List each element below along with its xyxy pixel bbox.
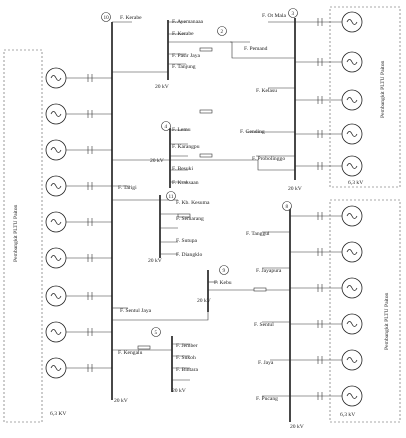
feeder-tarigi: F. Tarigi (118, 185, 137, 191)
svg-text:4: 4 (165, 124, 168, 130)
feeder-sutupa: F. Sutupa (176, 238, 198, 244)
feeder-kerabe: F. Kerabe (120, 15, 142, 21)
node-5: 5 (151, 327, 161, 337)
svg-text:2: 2 (221, 29, 224, 35)
feeder-jaya: F. Jaya (258, 360, 274, 366)
node-4: 4 (161, 121, 171, 131)
feeder-karangpu: F. Karangpu (172, 144, 200, 150)
sub-bus-4-voltage: 20 kV (172, 388, 186, 394)
feeder-kerabe-2: F. Kerabe (172, 31, 194, 37)
left-transformer-marks (87, 74, 93, 372)
right-bottom-region-label: Pembangkit PLTU Paiton (384, 293, 390, 350)
feeder-tanggul: F. Tanggul (246, 231, 270, 237)
feeder-diangklo: F. Diangklo (176, 252, 202, 258)
right-bottom-region-box (329, 199, 401, 423)
line-resistor-4 (253, 287, 267, 292)
feeder-pucang: F. Pucang (256, 396, 278, 402)
right-bottom-gen-voltage: 6,3 kV (340, 412, 355, 418)
right-main-voltage: 20 kV (288, 186, 302, 192)
feeder-ot-mala: F. Ot Mala (262, 13, 286, 19)
svg-text:3: 3 (292, 11, 295, 17)
right-bottom-generators (341, 205, 363, 407)
node-2: 2 (217, 26, 227, 36)
feeder-gending: F. Gending (240, 129, 265, 135)
svg-text:9: 9 (223, 268, 226, 274)
left-generator-links (66, 77, 112, 369)
node-10: 10 (101, 12, 111, 22)
left-generator-column (45, 67, 67, 379)
feeder-pasir-jaya: F. Pasir Jaya (172, 53, 201, 59)
svg-text:8: 8 (286, 204, 289, 210)
svg-text:11: 11 (169, 194, 174, 200)
feeder-tanjung: F. Tanjung (172, 64, 196, 70)
main-to-sub-links (112, 41, 295, 351)
feeder-kb-kesuma: F. Kb. Kesuma (176, 200, 210, 206)
right-bottom-voltage: 20 kV (290, 424, 304, 430)
feeder-lines (112, 21, 295, 397)
line-resistor-6 (177, 213, 191, 218)
feeder-probolinggo: F. Probolinggo (252, 156, 285, 162)
right-top-generators (341, 11, 363, 177)
sub-bus-5-voltage: 20 kV (197, 298, 211, 304)
feeder-kelasu: F. Kelasu (256, 88, 277, 94)
feeder-kengalu: F. Kengalu (118, 350, 143, 356)
feeder-jember: F. Jember (176, 343, 198, 349)
sub-bus-1-voltage: 20 kV (155, 84, 169, 90)
node-8: 8 (282, 201, 292, 211)
line-resistor-3 (199, 153, 213, 158)
svg-text:5: 5 (155, 330, 158, 336)
line-resistor-5 (137, 345, 151, 350)
line-resistor-2 (199, 109, 213, 114)
sub-bus-2-voltage: 20 kV (150, 158, 164, 164)
feeder-bintara: F. Bintara (176, 367, 198, 373)
feeder-ayemanaaa: F. Ayemanaaa (172, 19, 204, 25)
left-bottom-voltage: 20 kV (114, 398, 128, 404)
feeder-pemand: F. Pemand (244, 46, 268, 52)
feeder-lemu: F. Lemu (172, 127, 191, 133)
feeder-jayapura: F. Jayapura (256, 268, 282, 274)
right-top-region-box (329, 6, 401, 188)
feeder-besuki: F. Besuki (172, 166, 193, 172)
feeder-labels: F. Kerabe F. Ayemanaaa F. Kerabe F. Pema… (118, 13, 286, 402)
feeder-sukoh: F. Sukoh (176, 355, 196, 361)
line-resistor-1 (199, 47, 213, 52)
left-region-label: Pembangkit PLTU Paiton (13, 205, 19, 262)
node-11: 11 (166, 191, 176, 201)
sub-bus-3-voltage: 20 kV (148, 258, 162, 264)
right-top-region-label: Pembangkit PLTU Paiton (380, 61, 386, 118)
left-bus-voltage: 6,3 KV (50, 411, 66, 417)
feeder-sentul: F. Sentul (254, 322, 274, 328)
svg-text:10: 10 (104, 15, 110, 21)
node-9: 9 (219, 265, 229, 275)
feeder-kebu: F. Kebu (214, 280, 232, 286)
right-bottom-gen-links (290, 212, 342, 400)
right-top-gen-links (295, 18, 342, 170)
feeder-kraksaan: F. Kraksaan (172, 180, 199, 186)
left-region-box (3, 49, 43, 423)
feeder-semarang: F. Semarang (176, 216, 204, 222)
right-top-gen-voltage: 6,3 kV (348, 180, 363, 186)
feeder-sentul-jaya: F. Sentul Jaya (120, 308, 152, 314)
node-markers: 10 2 3 4 11 8 9 5 (101, 8, 298, 337)
node-3: 3 (288, 8, 298, 18)
